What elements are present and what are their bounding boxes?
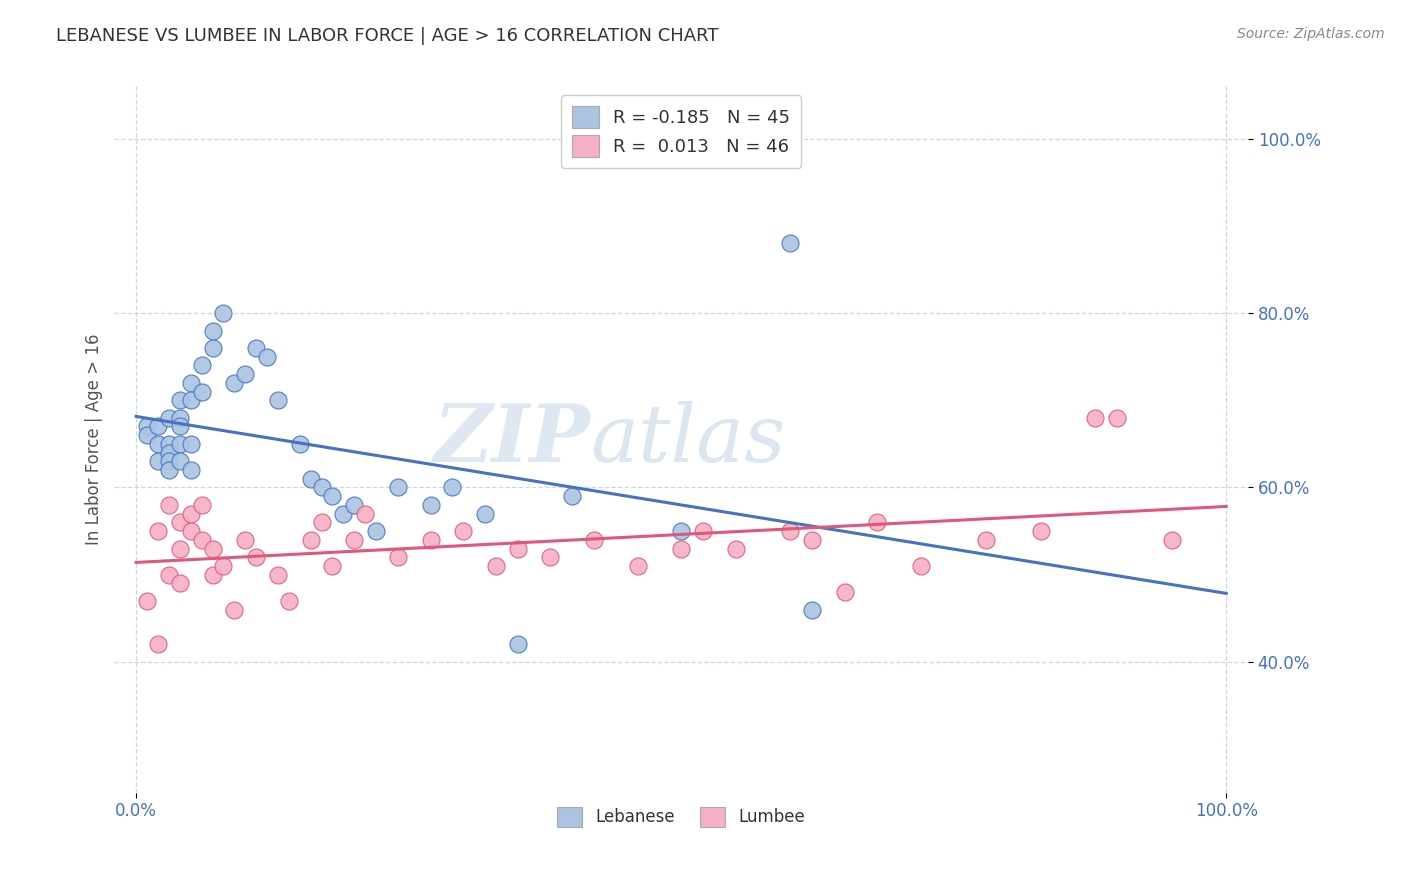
Point (201, 567, 224, 582)
Point (419, 533, 441, 547)
Point (299, 533, 322, 547)
Point (506, 541, 529, 556)
Point (157, 567, 180, 582)
Y-axis label: In Labor Force | Age > 16: In Labor Force | Age > 16 (86, 334, 103, 545)
Point (277, 594, 299, 608)
Point (180, 393, 202, 408)
Point (136, 594, 159, 608)
Point (157, 454, 180, 468)
Point (1029, 524, 1052, 538)
Point (157, 498, 180, 512)
Point (311, 516, 333, 530)
Point (224, 376, 246, 390)
Point (976, 533, 998, 547)
Point (910, 558, 932, 573)
Point (157, 445, 180, 459)
Point (233, 367, 256, 381)
Point (419, 498, 441, 512)
Point (1107, 410, 1129, 425)
Point (245, 550, 267, 565)
Point (582, 533, 605, 547)
Point (157, 437, 180, 451)
Point (669, 524, 692, 538)
Point (387, 480, 409, 494)
Point (801, 533, 824, 547)
Point (779, 524, 801, 538)
Point (146, 637, 169, 651)
Point (169, 541, 191, 556)
Point (485, 558, 508, 573)
Point (779, 236, 801, 251)
Point (180, 376, 202, 390)
Point (256, 350, 278, 364)
Point (169, 393, 191, 408)
Point (834, 585, 856, 599)
Point (626, 558, 648, 573)
Point (387, 550, 409, 565)
Point (692, 524, 714, 538)
Point (311, 480, 333, 494)
Point (136, 419, 159, 434)
Point (364, 524, 387, 538)
Point (169, 437, 191, 451)
Point (157, 463, 180, 477)
Point (169, 419, 191, 434)
Point (321, 558, 343, 573)
Point (201, 341, 224, 355)
Point (180, 524, 202, 538)
Point (267, 393, 290, 408)
Point (146, 437, 169, 451)
Point (332, 507, 354, 521)
Point (146, 524, 169, 538)
Point (136, 428, 159, 442)
Point (146, 419, 169, 434)
Point (1160, 533, 1182, 547)
Point (299, 472, 322, 486)
Point (169, 516, 191, 530)
Point (190, 533, 212, 547)
Point (224, 602, 246, 616)
Text: Source: ZipAtlas.com: Source: ZipAtlas.com (1237, 27, 1385, 41)
Text: LEBANESE VS LUMBEE IN LABOR FORCE | AGE > 16 CORRELATION CHART: LEBANESE VS LUMBEE IN LABOR FORCE | AGE … (56, 27, 718, 45)
Point (180, 463, 202, 477)
Point (245, 341, 267, 355)
Point (190, 359, 212, 373)
Text: atlas: atlas (591, 401, 786, 478)
Point (561, 489, 583, 503)
Point (201, 541, 224, 556)
Point (190, 384, 212, 399)
Point (157, 410, 180, 425)
Point (343, 533, 366, 547)
Point (321, 489, 343, 503)
Point (267, 567, 290, 582)
Point (180, 507, 202, 521)
Legend: Lebanese, Lumbee: Lebanese, Lumbee (551, 800, 811, 834)
Text: ZIP: ZIP (433, 401, 591, 478)
Point (451, 524, 474, 538)
Point (866, 516, 889, 530)
Point (201, 324, 224, 338)
Point (1084, 410, 1107, 425)
Point (212, 306, 235, 320)
Point (474, 507, 496, 521)
Point (233, 533, 256, 547)
Point (538, 550, 561, 565)
Point (441, 480, 464, 494)
Point (506, 637, 529, 651)
Point (288, 437, 311, 451)
Point (169, 454, 191, 468)
Point (190, 498, 212, 512)
Point (343, 498, 366, 512)
Point (724, 541, 747, 556)
Point (169, 576, 191, 591)
Point (801, 602, 824, 616)
Point (669, 541, 692, 556)
Point (212, 558, 235, 573)
Point (354, 507, 377, 521)
Point (169, 410, 191, 425)
Point (180, 437, 202, 451)
Point (146, 454, 169, 468)
